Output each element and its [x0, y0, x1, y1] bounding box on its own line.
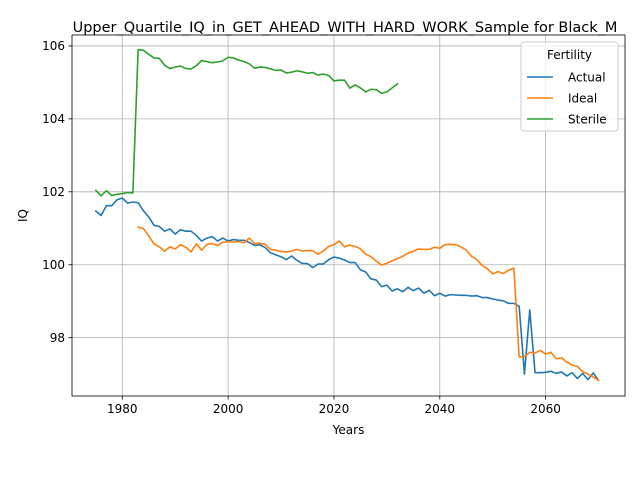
- legend-label-actual: Actual: [568, 70, 606, 84]
- y-axis-label: IQ: [16, 209, 30, 222]
- chart-title: Upper_Quartile_IQ_in_GET_AHEAD_WITH_HARD…: [73, 20, 618, 36]
- x-tick-label: 2060: [530, 402, 561, 416]
- series-line-ideal: [138, 227, 598, 380]
- x-tick-label: 2000: [213, 402, 244, 416]
- x-tick-label: 2020: [319, 402, 350, 416]
- legend-title: Fertility: [547, 48, 592, 62]
- y-tick-label: 106: [42, 39, 65, 53]
- y-tick-label: 100: [42, 258, 65, 272]
- axis-ticks: 1980 2000 2020 2040 2060 98 100 102 104 106: [42, 39, 561, 416]
- series-line-sterile: [96, 50, 398, 196]
- series-line-actual: [96, 198, 599, 380]
- legend-label-ideal: Ideal: [568, 91, 597, 105]
- legend-label-sterile: Sterile: [568, 112, 607, 126]
- y-tick-label: 104: [42, 112, 65, 126]
- legend: Fertility Actual Ideal Sterile: [521, 42, 618, 131]
- y-tick-label: 102: [42, 185, 65, 199]
- x-tick-label: 1980: [107, 402, 138, 416]
- y-tick-label: 98: [50, 331, 65, 345]
- x-tick-label: 2040: [425, 402, 456, 416]
- x-axis-label: Years: [332, 423, 365, 437]
